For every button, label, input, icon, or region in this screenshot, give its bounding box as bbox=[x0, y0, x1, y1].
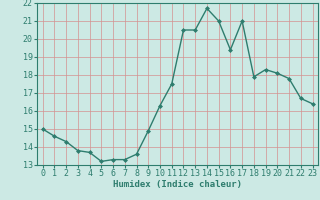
X-axis label: Humidex (Indice chaleur): Humidex (Indice chaleur) bbox=[113, 180, 242, 189]
